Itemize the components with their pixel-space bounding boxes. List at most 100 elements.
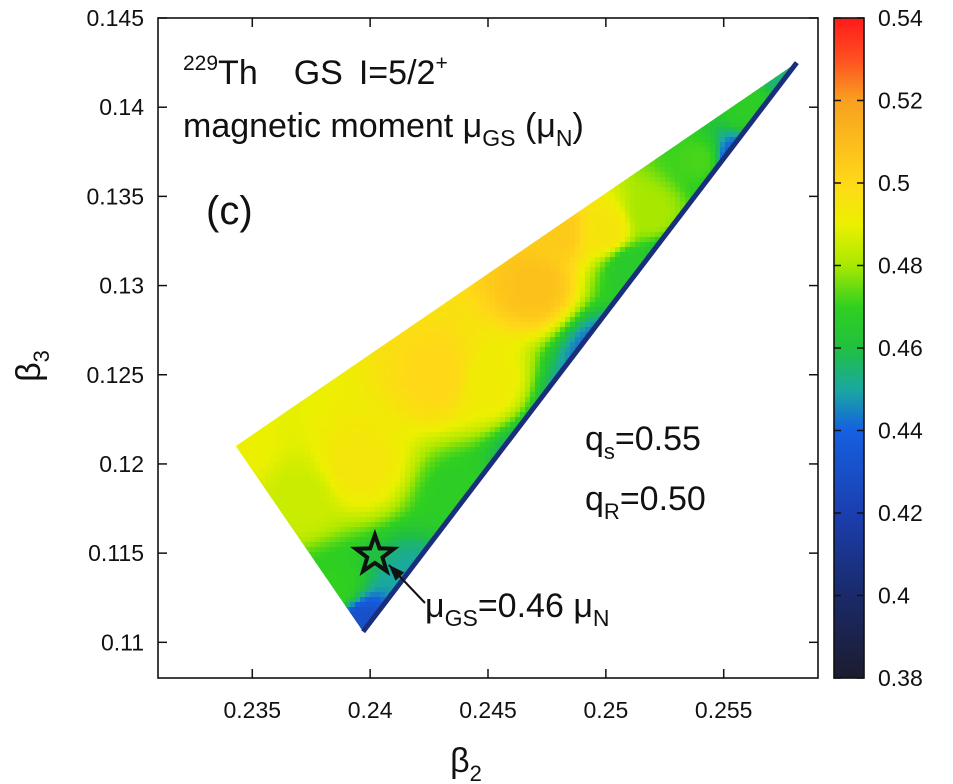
heatmap-cell <box>325 197 331 203</box>
heatmap-cell <box>495 237 501 243</box>
heatmap-cell <box>515 87 521 93</box>
heatmap-cell <box>735 92 741 98</box>
heatmap-cell <box>725 82 731 88</box>
heatmap-cell <box>460 197 466 203</box>
heatmap-cell <box>580 267 586 273</box>
heatmap-cell <box>685 257 691 263</box>
heatmap-cell <box>235 162 241 168</box>
heatmap-cell <box>725 102 731 108</box>
heatmap-cell <box>330 157 336 163</box>
heatmap-cell <box>300 232 306 238</box>
heatmap-cell <box>585 202 591 208</box>
heatmap-cell <box>715 262 721 268</box>
heatmap-cell <box>505 242 511 248</box>
heatmap-cell <box>775 97 781 103</box>
heatmap-cell <box>695 277 701 283</box>
heatmap-cell <box>350 267 356 273</box>
heatmap-cell <box>720 112 726 118</box>
heatmap-cell <box>460 232 466 238</box>
heatmap-cell <box>285 82 291 88</box>
heatmap-cell <box>335 192 341 198</box>
heatmap-cell <box>630 87 636 93</box>
heatmap-cell <box>590 77 596 83</box>
heatmap-cell <box>260 227 266 233</box>
heatmap-cell <box>395 167 401 173</box>
heatmap-cell <box>505 187 511 193</box>
heatmap-cell <box>625 152 631 158</box>
heatmap-cell <box>770 262 776 268</box>
heatmap-cell <box>550 72 556 78</box>
heatmap-cell <box>540 267 546 273</box>
heatmap-cell <box>680 247 686 253</box>
heatmap-cell <box>730 77 736 83</box>
heatmap-cell <box>400 212 406 218</box>
heatmap-cell <box>600 112 606 118</box>
heatmap-cell <box>570 227 576 233</box>
heatmap-cell <box>740 152 746 158</box>
heatmap-cell <box>510 272 516 278</box>
heatmap-cell <box>645 222 651 228</box>
heatmap-cell <box>795 127 797 133</box>
heatmap-cell <box>750 67 756 73</box>
heatmap-cell <box>500 112 506 118</box>
heatmap-cell <box>415 92 421 98</box>
heatmap-cell <box>590 187 596 193</box>
heatmap-cell <box>350 87 356 93</box>
heatmap-cell <box>735 62 741 68</box>
heatmap-cell <box>525 277 531 283</box>
heatmap-cell <box>465 182 471 188</box>
heatmap-cell <box>730 167 736 173</box>
heatmap-cell <box>370 242 376 248</box>
heatmap-cell <box>630 62 636 68</box>
heatmap-cell <box>595 122 601 128</box>
heatmap-cell <box>280 232 286 238</box>
heatmap-cell <box>780 162 786 168</box>
heatmap-cell <box>290 282 296 288</box>
heatmap-cell <box>670 87 676 93</box>
heatmap-cell <box>710 222 716 228</box>
heatmap-cell <box>345 67 351 73</box>
heatmap-cell <box>685 112 691 118</box>
heatmap-cell <box>630 137 636 143</box>
heatmap-cell <box>780 152 786 158</box>
heatmap-cell <box>345 247 351 253</box>
heatmap-cell <box>520 212 526 218</box>
heatmap-cell <box>795 77 797 83</box>
heatmap-cell <box>370 187 376 193</box>
heatmap-cell <box>780 277 786 283</box>
heatmap-cell <box>325 192 331 198</box>
heatmap-cell <box>760 72 766 78</box>
heatmap-cell <box>620 212 626 218</box>
heatmap-cell <box>480 157 486 163</box>
heatmap-cell <box>550 67 556 73</box>
heatmap-cell <box>720 177 726 183</box>
heatmap-cell <box>610 222 616 228</box>
heatmap-cell <box>240 162 246 168</box>
heatmap-cell <box>640 62 646 68</box>
heatmap-cell <box>650 142 656 148</box>
heatmap-cell <box>425 97 431 103</box>
heatmap-cell <box>700 207 706 213</box>
heatmap-cell <box>285 202 291 208</box>
heatmap-cell <box>705 232 711 238</box>
heatmap-cell <box>355 152 361 158</box>
heatmap-cell <box>600 262 606 268</box>
heatmap-cell <box>320 237 326 243</box>
heatmap-cell <box>470 152 476 158</box>
heatmap-cell <box>710 197 716 203</box>
heatmap-cell <box>780 212 786 218</box>
heatmap-cell <box>320 197 326 203</box>
heatmap-cell <box>655 102 661 108</box>
heatmap-cell <box>235 262 241 268</box>
heatmap-cell <box>475 247 481 253</box>
heatmap-cell <box>795 272 797 278</box>
heatmap-cell <box>475 232 481 238</box>
heatmap-cell <box>700 227 706 233</box>
heatmap-cell <box>475 242 481 248</box>
heatmap-cell <box>695 142 701 148</box>
heatmap-cell <box>560 72 566 78</box>
heatmap-cell <box>510 77 516 83</box>
heatmap-cell <box>580 257 586 263</box>
heatmap-cell <box>730 102 736 108</box>
heatmap-cell <box>515 197 521 203</box>
